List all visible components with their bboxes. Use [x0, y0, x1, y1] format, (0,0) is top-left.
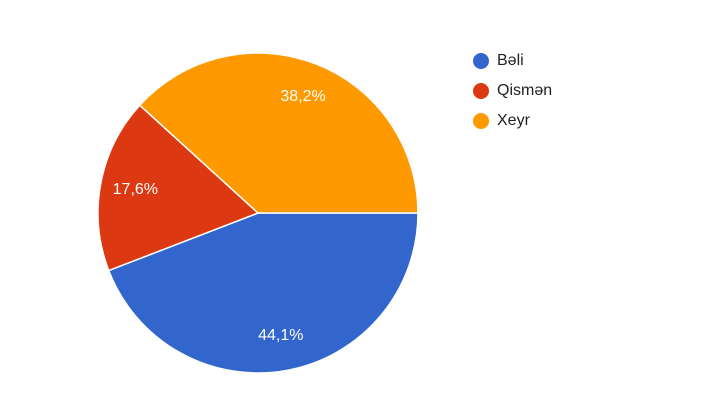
- value-label: 17,6%: [113, 181, 158, 198]
- legend-label: Xeyr: [497, 112, 531, 129]
- pie-slice: [97, 104, 260, 272]
- pie-slice: [107, 212, 419, 374]
- legend-marker: [473, 53, 489, 69]
- pie-slice: [138, 52, 419, 214]
- legend-marker: [473, 83, 489, 99]
- legend-marker: [473, 113, 489, 129]
- value-label: 44,1%: [258, 327, 303, 344]
- legend-label: Qismən: [497, 82, 552, 99]
- legend-label: Bəli: [497, 52, 524, 69]
- value-label: 38,2%: [280, 88, 325, 105]
